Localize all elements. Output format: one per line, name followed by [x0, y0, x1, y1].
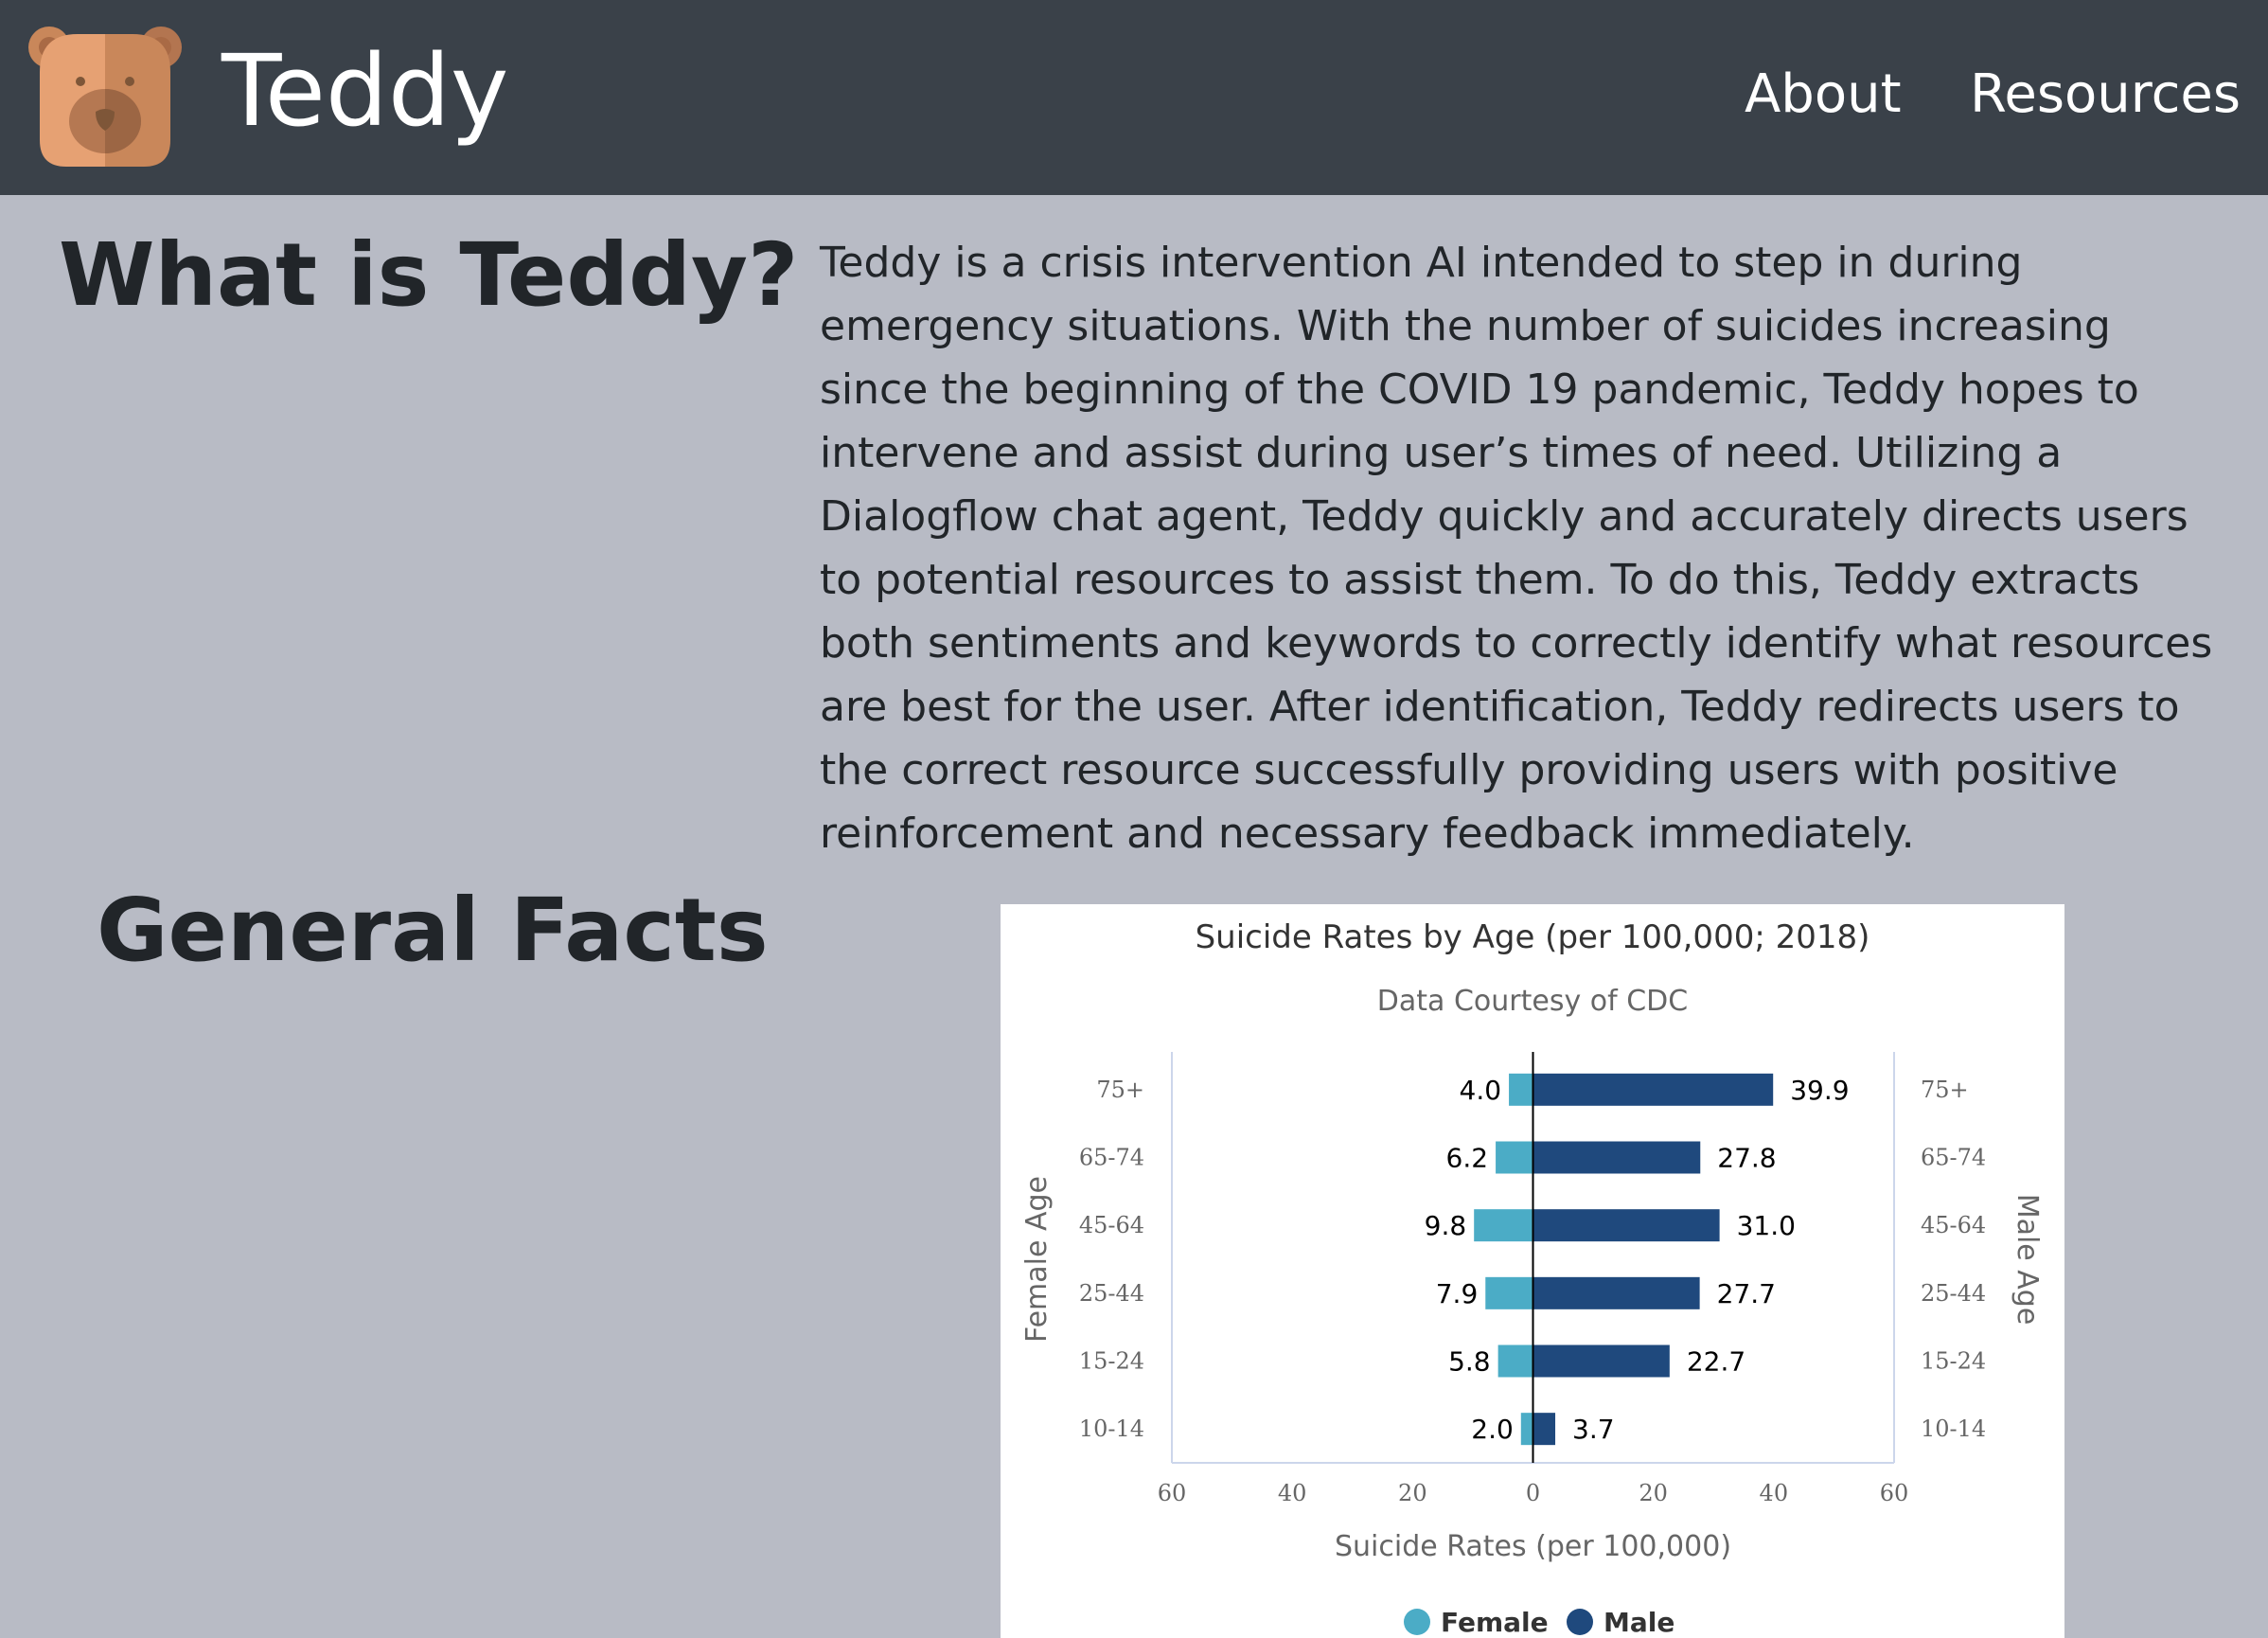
brand-name[interactable]: Teddy: [221, 33, 509, 149]
teddy-bear-icon[interactable]: [28, 25, 182, 169]
x-tick-label: 0: [1526, 1480, 1540, 1506]
right-category-label: 65-74: [1921, 1145, 1986, 1171]
x-tick-label: 60: [1158, 1480, 1187, 1506]
right-category-label: 25-44: [1921, 1280, 1986, 1307]
nav-link-about[interactable]: About: [1745, 63, 1902, 125]
male-bar: [1533, 1344, 1670, 1378]
right-axis-title: Male Age: [2011, 1194, 2044, 1326]
female-data-label: 7.9: [1436, 1278, 1479, 1309]
nav-link-resources[interactable]: Resources: [1970, 63, 2241, 125]
male-data-label: 31.0: [1737, 1210, 1796, 1241]
legend-female-label: Female: [1441, 1607, 1549, 1638]
x-tick-label: 20: [1398, 1480, 1427, 1506]
male-bar: [1533, 1413, 1556, 1446]
chart-card: Suicide Rates by Age (per 100,000; 2018)…: [1001, 904, 2064, 1638]
female-bar: [1485, 1276, 1533, 1309]
female-bar: [1520, 1413, 1533, 1446]
chart-title: Suicide Rates by Age (per 100,000; 2018): [1196, 918, 1870, 956]
left-category-label: 45-64: [1079, 1212, 1144, 1238]
x-axis-title: Suicide Rates (per 100,000): [1335, 1530, 1731, 1563]
chart-subtitle: Data Courtesy of CDC: [1377, 985, 1688, 1018]
male-data-label: 22.7: [1687, 1346, 1745, 1378]
right-category-label: 10-14: [1921, 1415, 1986, 1442]
legend-male-label: Male: [1604, 1607, 1674, 1638]
right-category-label: 15-24: [1921, 1348, 1986, 1375]
navbar: Teddy About Resources: [0, 0, 2268, 195]
legend-female-marker: [1404, 1609, 1430, 1635]
left-category-label: 15-24: [1079, 1348, 1144, 1375]
facts-heading: General Facts: [97, 880, 769, 981]
male-data-label: 3.7: [1572, 1414, 1615, 1445]
female-data-label: 6.2: [1446, 1143, 1489, 1174]
female-data-label: 9.8: [1425, 1210, 1467, 1241]
x-tick-label: 20: [1639, 1480, 1668, 1506]
female-bar: [1496, 1141, 1533, 1174]
right-category-label: 75+: [1921, 1077, 1969, 1103]
male-bar: [1533, 1209, 1720, 1242]
left-category-label: 65-74: [1079, 1145, 1144, 1171]
left-axis-title: Female Age: [1020, 1176, 1054, 1343]
about-description: Teddy is a crisis intervention AI intend…: [820, 239, 2213, 858]
left-category-label: 10-14: [1079, 1415, 1144, 1442]
female-bar: [1497, 1344, 1533, 1378]
female-bar: [1474, 1209, 1533, 1242]
suicide-rates-chart: Suicide Rates by Age (per 100,000; 2018)…: [1020, 918, 2044, 1638]
female-data-label: 2.0: [1471, 1414, 1514, 1445]
female-data-label: 5.8: [1448, 1346, 1491, 1378]
male-data-label: 39.9: [1790, 1075, 1849, 1106]
male-bar: [1533, 1073, 1774, 1106]
x-tick-label: 40: [1278, 1480, 1307, 1506]
left-category-label: 75+: [1096, 1077, 1144, 1103]
male-bar: [1533, 1141, 1701, 1174]
x-tick-label: 40: [1760, 1480, 1789, 1506]
male-data-label: 27.7: [1717, 1278, 1776, 1309]
male-data-label: 27.8: [1717, 1143, 1776, 1174]
male-bar: [1533, 1276, 1700, 1309]
x-tick-label: 60: [1880, 1480, 1909, 1506]
female-bar: [1509, 1073, 1533, 1106]
left-category-label: 25-44: [1079, 1280, 1144, 1307]
legend-male-marker: [1567, 1609, 1593, 1635]
female-data-label: 4.0: [1460, 1075, 1502, 1106]
right-category-label: 45-64: [1921, 1212, 1986, 1238]
about-heading: What is Teddy?: [59, 224, 799, 326]
